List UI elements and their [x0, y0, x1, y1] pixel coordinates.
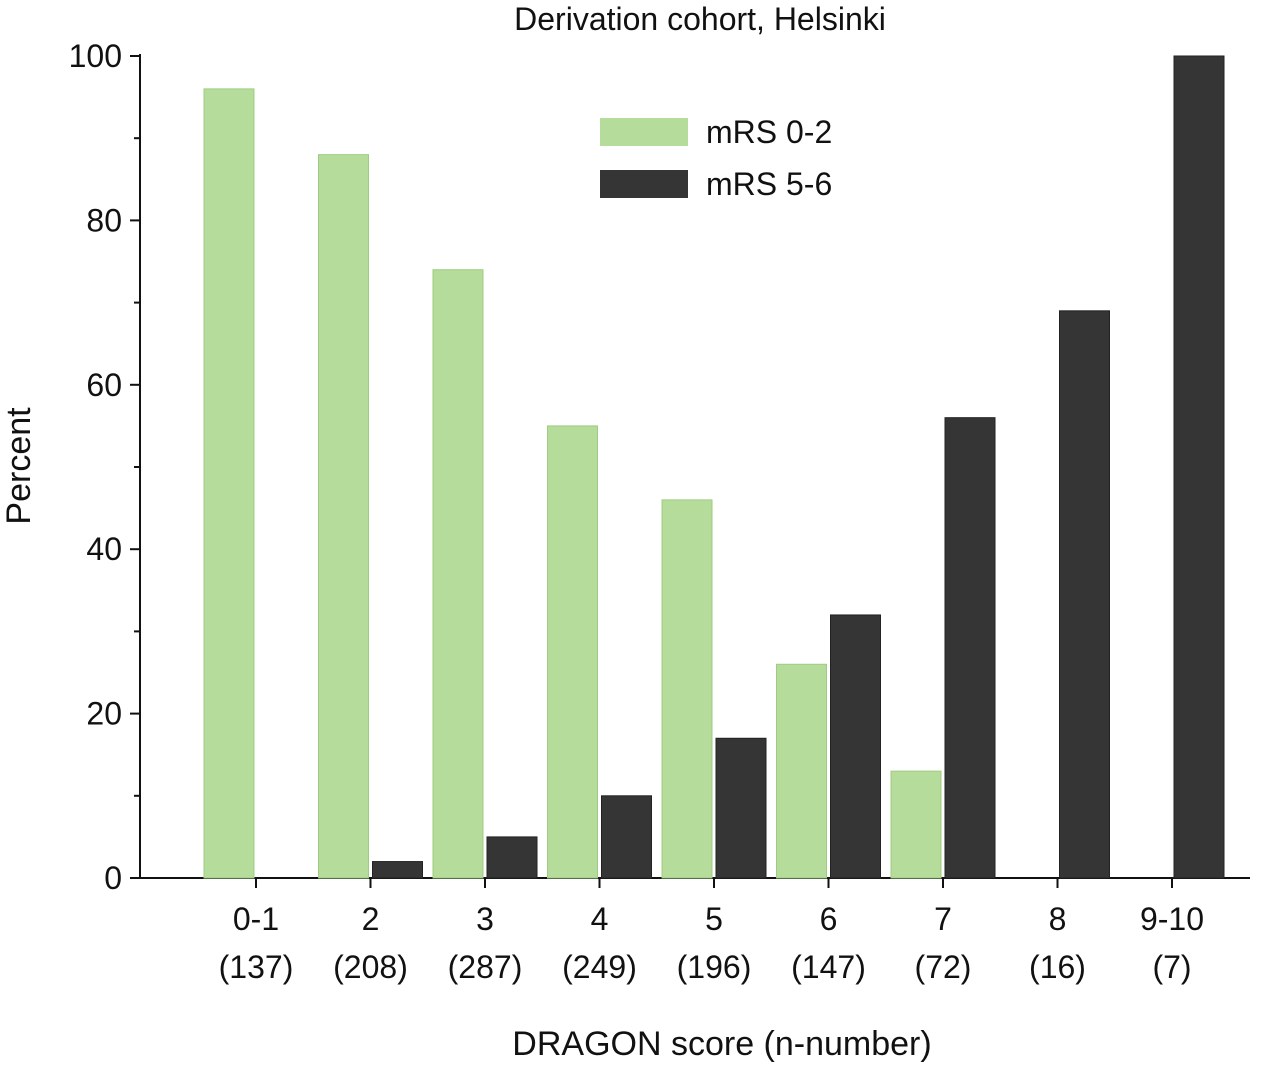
x-count-label: (16) — [1029, 949, 1086, 985]
y-axis: 0 20 40 60 80 100 — [69, 38, 141, 896]
y-tick-label: 20 — [86, 696, 122, 732]
legend: mRS 0-2 mRS 5-6 — [600, 114, 832, 202]
x-axis-label: DRAGON score (n-number) — [512, 1025, 931, 1063]
bar-mrs-5-6 — [1173, 55, 1225, 879]
x-count-label: (72) — [915, 949, 972, 985]
x-count-label: (7) — [1152, 949, 1191, 985]
x-tick-label: 9-10 — [1140, 901, 1204, 937]
x-tick-label: 8 — [1049, 901, 1067, 937]
x-tick-label: 7 — [934, 901, 952, 937]
x-tick-label: 4 — [591, 901, 609, 937]
x-axis: 0-1 (137) 2 (208) 3 (287) 4 (249) 5 (196) 6 (147) 7 (… — [140, 877, 1250, 985]
y-tick-label: 40 — [86, 531, 122, 567]
y-axis-label: Percent — [0, 407, 38, 525]
chart-title: Derivation cohort, Helsinki — [514, 1, 886, 37]
bar-mrs-0-2 — [318, 154, 369, 879]
x-count-label: (137) — [219, 949, 294, 985]
x-count-label: (147) — [791, 949, 866, 985]
legend-label: mRS 5-6 — [706, 166, 832, 202]
bar-mrs-0-2 — [661, 499, 713, 879]
bar-mrs-5-6 — [1059, 310, 1110, 879]
bar-mrs-0-2 — [776, 663, 827, 879]
x-tick-label: 3 — [476, 901, 494, 937]
x-count-label: (287) — [448, 949, 523, 985]
bar-mrs-5-6 — [830, 614, 881, 879]
bar-mrs-5-6 — [486, 836, 538, 879]
bar-mrs-0-2 — [890, 770, 942, 879]
x-tick-label: 0-1 — [233, 901, 279, 937]
y-tick-label: 80 — [86, 202, 122, 238]
legend-label: mRS 0-2 — [706, 114, 832, 150]
bar-mrs-0-2 — [547, 425, 598, 879]
y-tick-label: 0 — [104, 860, 122, 896]
x-count-label: (196) — [677, 949, 752, 985]
bar-mrs-5-6 — [601, 795, 652, 879]
bar-mrs-5-6 — [372, 861, 423, 879]
bar-mrs-0-2 — [203, 88, 255, 879]
bar-mrs-0-2 — [432, 269, 484, 879]
x-count-label: (249) — [562, 949, 637, 985]
y-tick-label: 60 — [86, 367, 122, 403]
bar-mrs-5-6 — [715, 737, 767, 879]
legend-swatch — [600, 118, 688, 146]
x-tick-label: 6 — [820, 901, 838, 937]
y-tick-label: 100 — [69, 38, 122, 74]
legend-swatch — [600, 170, 688, 198]
x-tick-label: 5 — [705, 901, 723, 937]
x-count-label: (208) — [333, 949, 408, 985]
bars — [203, 55, 1225, 879]
x-tick-label: 2 — [362, 901, 380, 937]
bar-mrs-5-6 — [944, 417, 996, 879]
